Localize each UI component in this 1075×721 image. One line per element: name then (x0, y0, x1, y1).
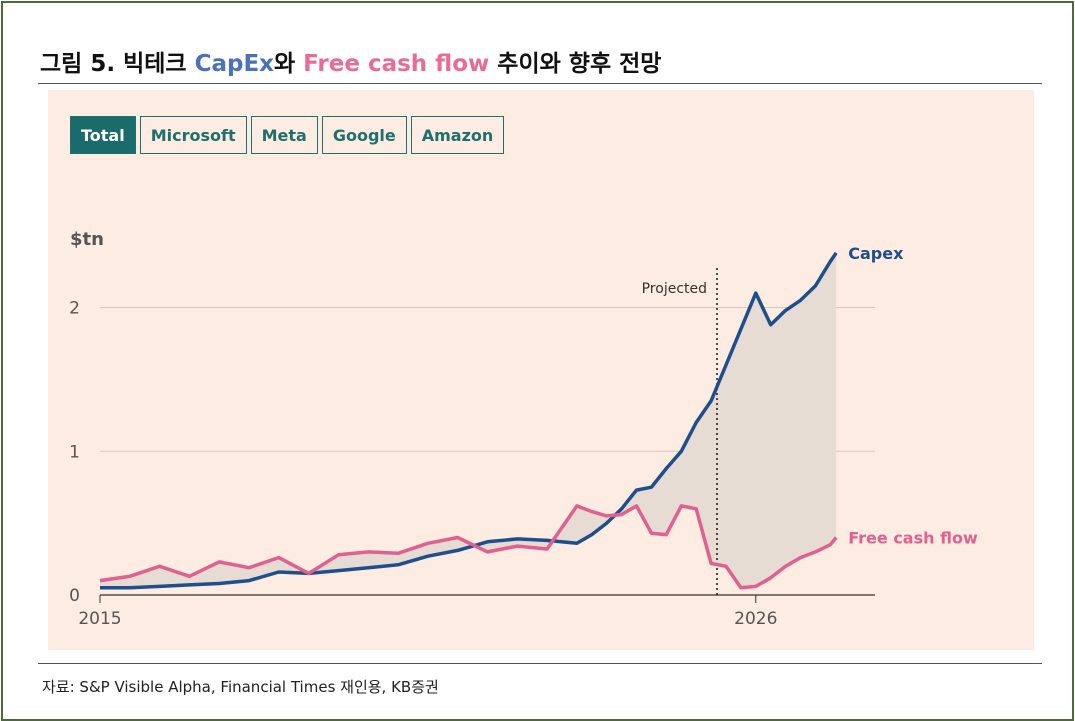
figure-title: 그림 5. 빅테크 CapEx와 Free cash flow 추이와 향후 전… (40, 44, 661, 78)
title-capex: CapEx (194, 51, 274, 77)
y-tick-label: 2 (69, 299, 80, 319)
title-prefix: 그림 5. 빅테크 (40, 51, 195, 77)
title-mid: 와 (274, 51, 304, 77)
y-tick-label: 0 (69, 586, 80, 606)
title-fcf: Free cash flow (303, 51, 490, 77)
tab-amazon[interactable]: Amazon (410, 116, 505, 154)
title-suffix: 추이와 향후 전망 (489, 51, 662, 77)
series-line-capex (100, 251, 838, 590)
y-tick-label: 1 (69, 442, 80, 462)
tab-microsoft[interactable]: Microsoft (139, 116, 247, 154)
title-divider (38, 83, 1042, 84)
y-axis-label: $tn (70, 229, 104, 250)
projection-label: Projected (642, 281, 707, 297)
x-tick-label: 2015 (78, 609, 121, 629)
series-label-fcf: Free cash flow (848, 529, 978, 548)
gap-fill-area (100, 252, 837, 588)
tab-google[interactable]: Google (321, 116, 407, 154)
source-divider (38, 663, 1042, 664)
tab-meta[interactable]: Meta (250, 116, 318, 154)
x-tick-label: 2026 (734, 609, 777, 629)
chart-panel (48, 90, 1034, 650)
series-line-fcf (99, 504, 838, 590)
source-note: 자료: S&P Visible Alpha, Financial Times 재… (42, 678, 439, 696)
tab-total[interactable]: Total (70, 116, 136, 154)
company-tabs: Total Microsoft Meta Google Amazon (70, 116, 505, 154)
series-label-capex: Capex (848, 244, 904, 263)
